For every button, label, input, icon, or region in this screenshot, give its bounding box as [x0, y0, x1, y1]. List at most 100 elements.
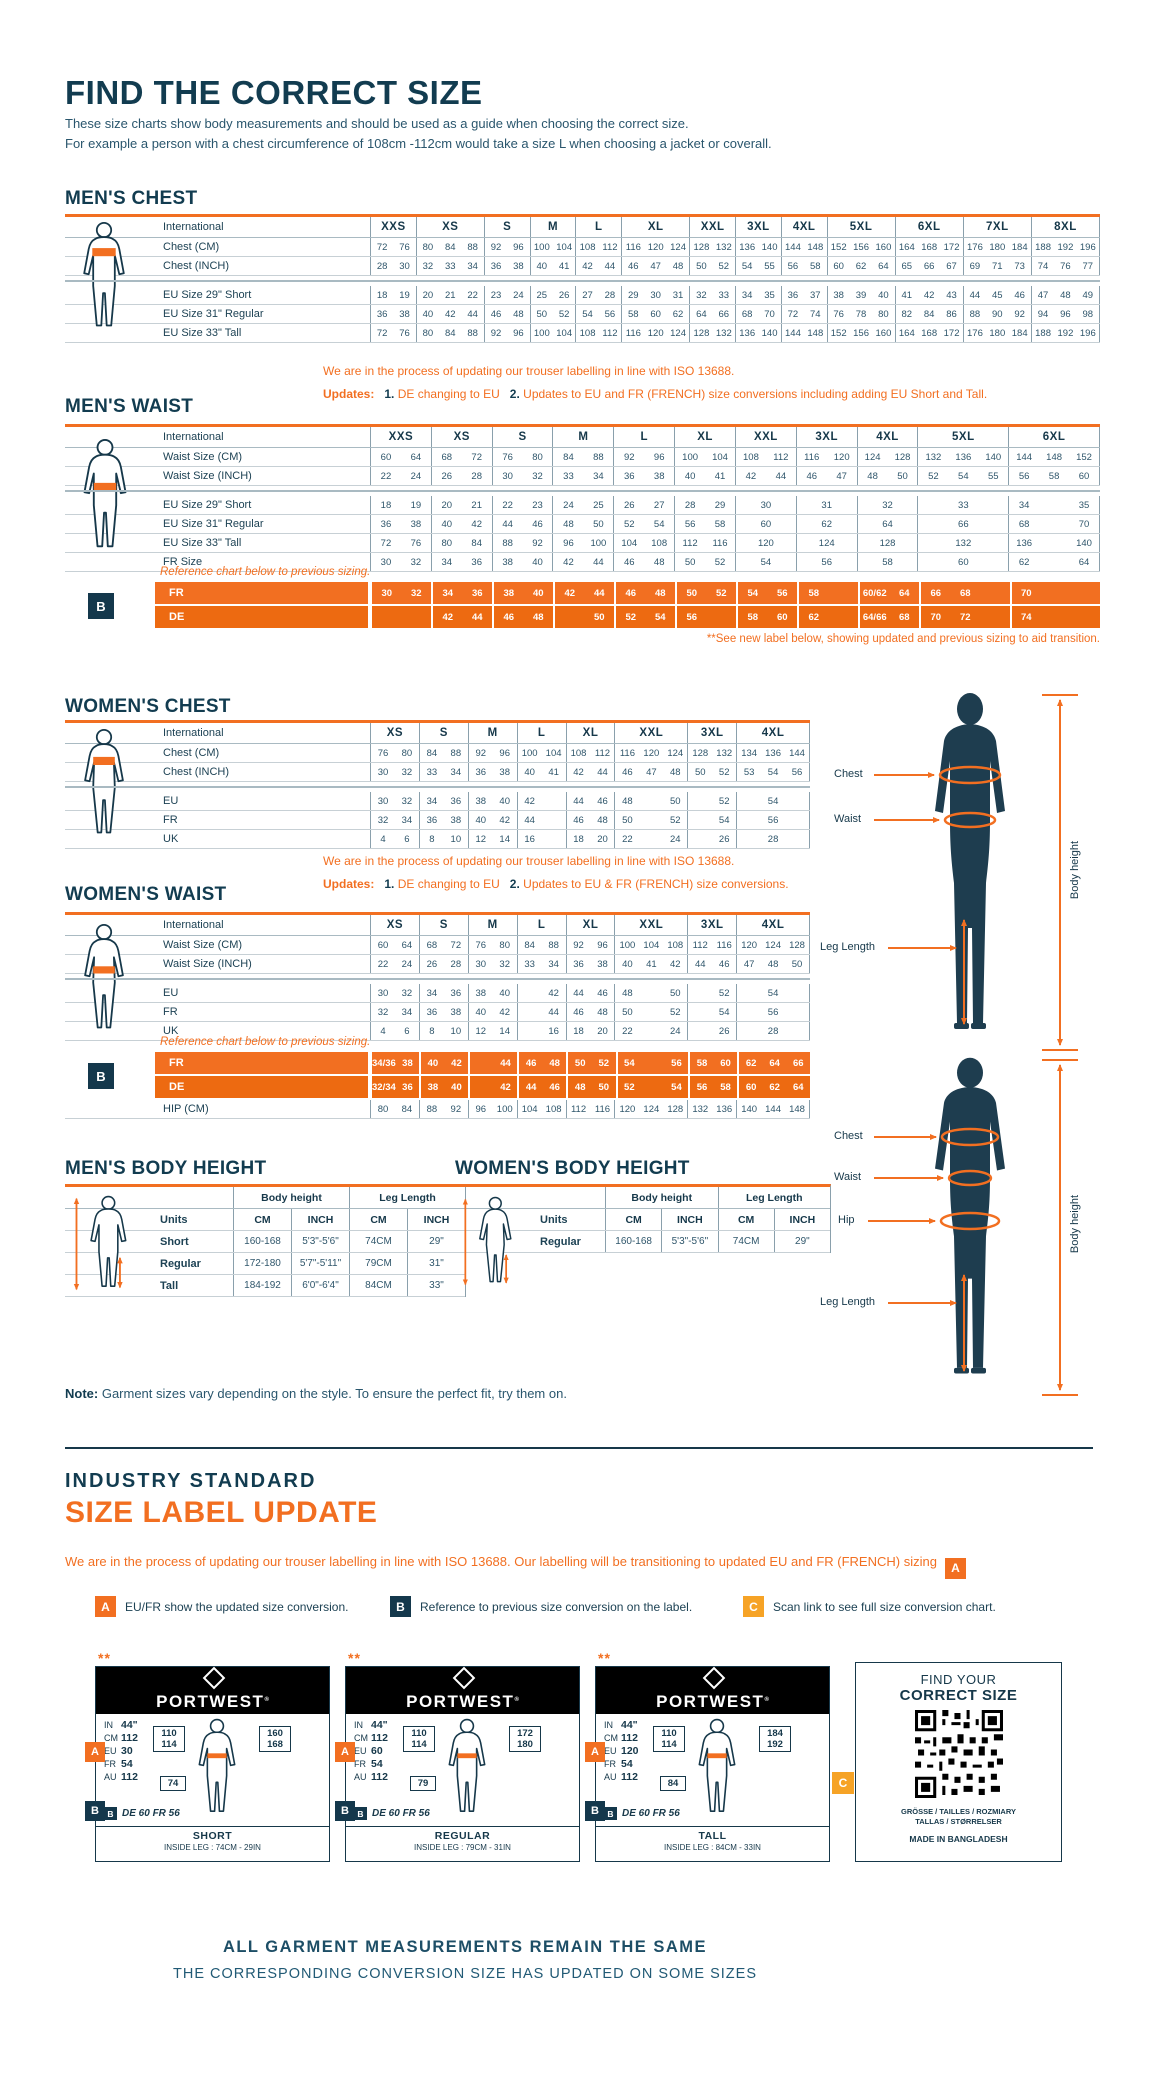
box-value: 114	[411, 1739, 427, 1750]
size-value: 36	[376, 308, 388, 320]
size-value: 132	[925, 451, 942, 463]
size-cell: 112 116	[687, 936, 736, 954]
size-column-header: L	[575, 217, 621, 237]
row-label: Waist Size (INCH)	[163, 958, 252, 970]
size-value: 30	[502, 470, 513, 482]
update-2-text: Updates to EU & FR (FRENCH) size convers…	[523, 877, 789, 891]
box-value: 110	[661, 1728, 677, 1739]
size-cell: 44 46	[517, 1076, 566, 1098]
garment-label: ** PORTWEST® IN 44" CM 112 EU 30 FR 54 AU 112 110 114…	[85, 1650, 330, 1862]
size-value: 22	[622, 1025, 633, 1037]
size-value: 92	[490, 241, 502, 253]
size-value: 96	[563, 537, 574, 549]
size-value: 32	[499, 958, 510, 970]
size-value: 28	[767, 1025, 779, 1037]
size-value: 168	[921, 327, 938, 339]
size-value: 38	[499, 766, 510, 778]
size-cell: 58 60	[736, 606, 797, 628]
womens-waist-update-note: We are in the process of updating our tr…	[323, 850, 1023, 896]
size-value: 80	[878, 308, 889, 320]
industry-intro-text: We are in the process of updating our tr…	[65, 1554, 937, 1569]
update-1-text: DE changing to EU	[397, 877, 500, 891]
size-value: 58	[808, 587, 820, 599]
size-value: 92	[490, 327, 502, 339]
size-cell: 46 48	[483, 305, 530, 323]
brand-bar: PORTWEST®	[596, 1666, 829, 1714]
unit-header: INCH	[773, 1209, 830, 1230]
box-value: 180	[517, 1739, 533, 1750]
size-cell: 46 48	[517, 1052, 566, 1074]
size-cell: 8 10	[418, 1022, 468, 1040]
size-cell: 44 46	[687, 955, 736, 973]
size-value: 116	[625, 241, 641, 253]
legend-item: C Scan link to see full size conversion c…	[743, 1596, 996, 1617]
measurement-row: EU Size 33" Tall 72 76 80 84 88 92 96 100 104 108 1…	[65, 534, 1100, 553]
size-value: 38	[833, 289, 844, 301]
size-cell: 34/36 38	[370, 1052, 419, 1074]
size-column-header: 6XL	[1008, 427, 1099, 447]
size-value: 40	[536, 260, 548, 272]
value-cell: 74CM	[717, 1231, 774, 1252]
header-columns: XXS XS S M L XL XXL 3XL 4XL 5XL 6XL	[370, 427, 1100, 447]
size-cell: 40 41	[529, 257, 576, 275]
size-value: 56	[684, 518, 696, 530]
size-value: 120	[647, 241, 664, 253]
size-cell: 100 104	[529, 238, 576, 256]
size-value: 42	[563, 556, 574, 568]
size-cell: 72 76	[370, 534, 431, 552]
size-cell: 60 64	[370, 448, 431, 466]
size-value: 35	[764, 289, 775, 301]
size-value: 50	[574, 1057, 586, 1069]
size-value: 192	[1057, 327, 1074, 339]
size-value: 48	[622, 987, 633, 999]
label-body: IN 44" CM 112 EU 60 FR 54 AU 112 110 114 172 180 79 B DE…	[346, 1714, 579, 1826]
size-cell: 22 24	[370, 467, 431, 485]
size-value: 48	[654, 587, 666, 599]
badge-b-icon: B	[88, 593, 114, 619]
size-value: 60	[833, 260, 844, 272]
size-value: 32	[696, 289, 707, 301]
size-value: 56	[776, 587, 788, 599]
row-label: EU Size 29" Short	[163, 499, 252, 511]
size-cell: 46 47 48	[614, 763, 687, 781]
size-value: 38	[653, 470, 665, 482]
size-cell: 108 112	[575, 324, 621, 342]
size-value: 42	[524, 795, 535, 807]
row-cells: 30 32 34 36 38 40 42 44 46 48 50 52 54 56 58 60/62 64 66 6…	[370, 582, 1100, 604]
size-value: 34	[426, 987, 438, 999]
size-value: 74	[1037, 260, 1049, 272]
size-field-row: AU 112	[104, 1771, 138, 1784]
size-value: 88	[593, 451, 604, 463]
size-cell: 128 132	[687, 744, 736, 762]
row-label: Chest (CM)	[163, 747, 220, 759]
size-cell: 96 100	[467, 1100, 517, 1118]
size-cell: 58	[797, 582, 858, 604]
size-value: 32	[410, 587, 422, 599]
update-1-text: DE changing to EU	[397, 387, 500, 401]
size-cell: 144 148 152	[1008, 448, 1099, 466]
size-cell: 18 20	[565, 1022, 615, 1040]
size-cell: 188 192 196	[1030, 324, 1099, 342]
size-value: 88	[467, 327, 478, 339]
womens-waist-table: International XS S M L XL XXL 3XL 4XL Waist Size …	[65, 912, 810, 1041]
size-cell: 40 41	[674, 467, 735, 485]
size-cell: 188 192 196	[1030, 238, 1099, 256]
size-column-header: S	[483, 217, 530, 237]
size-value: 46	[503, 611, 515, 623]
size-value: 176	[967, 241, 983, 253]
size-cell: 30 32	[370, 763, 419, 781]
size-value: 132	[955, 537, 972, 549]
size-value: 84	[445, 241, 456, 253]
size-cell: 116 120	[795, 448, 857, 466]
field-key: CM	[104, 1733, 118, 1743]
size-value: 54	[741, 260, 753, 272]
size-cell: 32 34	[370, 1003, 419, 1021]
row-label: EU Size 33" Tall	[163, 537, 242, 549]
size-cell: 54	[687, 811, 736, 829]
legend-item: A EU/FR show the updated size conversion.	[95, 1596, 348, 1617]
size-field-row: FR 54	[354, 1758, 388, 1771]
size-value: 80	[422, 327, 434, 339]
size-cell: 76 80	[370, 744, 419, 762]
row-cells: 30 32 33 34 36 38 40 41 42 44 46 47 48 50 52 53 54 56	[370, 763, 810, 781]
size-value: 27	[582, 289, 593, 301]
